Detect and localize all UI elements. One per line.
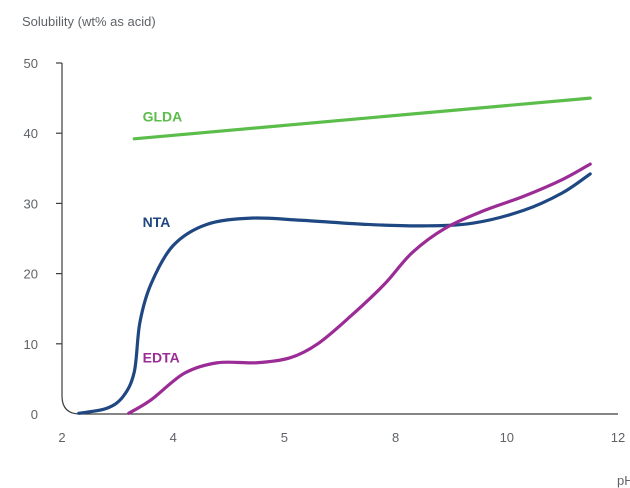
x-axis-title: pH [617, 473, 630, 488]
y-tick-label: 40 [24, 126, 38, 141]
x-tick-label: 10 [500, 430, 514, 445]
y-tick-label: 50 [24, 56, 38, 71]
x-tick-label: 2 [58, 430, 65, 445]
glda-line [132, 96, 592, 141]
y-tick-label: 0 [31, 407, 38, 422]
y-tick-label: 30 [24, 196, 38, 211]
x-tick-label: 12 [611, 430, 625, 445]
series-layer: GLDA NTA EDTA [77, 96, 592, 415]
y-axis-title: Solubility (wt% as acid) [22, 14, 156, 29]
y-tick-label: 10 [24, 337, 38, 352]
edta-line [127, 162, 592, 415]
x-tick-label: 4 [170, 430, 177, 445]
glda-label: GLDA [143, 109, 183, 125]
x-tick-label: 5 [281, 430, 288, 445]
x-tick-label: 8 [392, 430, 399, 445]
nta-line [77, 172, 592, 415]
axes: 0 10 20 30 40 50 2 4 5 8 10 12 [24, 56, 626, 445]
edta-label: EDTA [143, 349, 180, 365]
y-tick-label: 20 [24, 267, 38, 282]
nta-label: NTA [143, 214, 171, 230]
